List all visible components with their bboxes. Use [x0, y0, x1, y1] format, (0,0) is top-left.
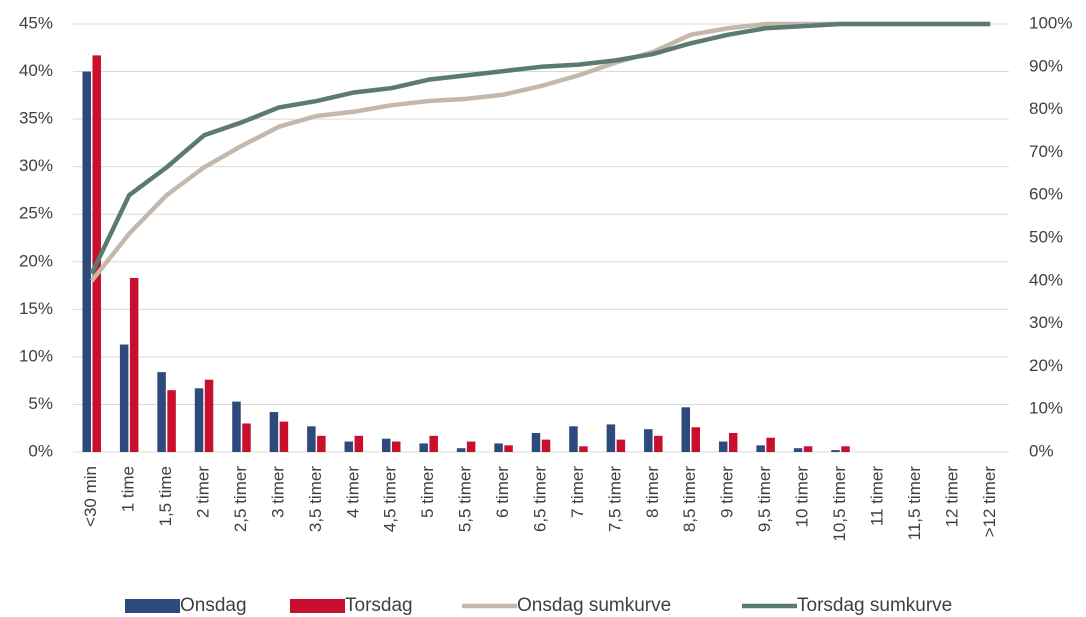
y-tick-label: 10% [19, 346, 53, 365]
bar [381, 438, 391, 452]
bar [317, 435, 326, 452]
x-tick-label: 3 timer [268, 466, 287, 518]
x-tick-label: 3,5 timer [306, 466, 325, 532]
x-tick-label: 4,5 timer [381, 466, 400, 532]
y2-tick-label: 10% [1029, 399, 1063, 418]
bar [803, 446, 813, 452]
y-tick-label: 35% [19, 109, 53, 128]
legend-swatch [125, 599, 180, 613]
y2-tick-label: 100% [1029, 13, 1072, 32]
bar [718, 441, 728, 452]
x-tick-label: 9 timer [718, 466, 737, 518]
bar [82, 71, 91, 453]
bar [129, 277, 139, 452]
bar [728, 432, 738, 452]
x-tick-label: 11,5 timer [905, 466, 924, 541]
y2-tick-label: 40% [1029, 270, 1063, 289]
y-tick-label: 40% [19, 61, 53, 80]
x-tick-label: 10,5 timer [830, 466, 849, 542]
bar [616, 439, 626, 452]
bar [344, 441, 354, 452]
x-tick-label: 12 timer [942, 466, 961, 528]
x-tick-label: <30 min [81, 466, 100, 527]
bar [354, 435, 364, 452]
bar [466, 441, 476, 452]
bar [691, 427, 701, 452]
bar [793, 448, 803, 452]
bar [569, 426, 578, 452]
y2-tick-label: 30% [1029, 313, 1063, 332]
bar [232, 401, 241, 452]
x-tick-label: 1,5 time [156, 466, 175, 526]
x-tick-label: 5 timer [418, 466, 437, 518]
bar [279, 421, 289, 452]
bar [269, 412, 279, 452]
legend-swatch [290, 599, 345, 613]
bar [606, 424, 616, 452]
x-tick-label: 2 timer [194, 466, 213, 518]
bar [531, 432, 541, 452]
x-tick-label: 8,5 timer [680, 466, 699, 532]
y2-tick-label: 20% [1029, 356, 1063, 375]
x-tick-label: 8 timer [643, 466, 662, 518]
x-tick-label: 4 timer [343, 466, 362, 518]
bar [541, 439, 551, 452]
sum-line [89, 21, 991, 275]
y-tick-label: 0% [28, 441, 53, 460]
bar [841, 446, 850, 452]
bar [242, 423, 251, 452]
bar [391, 441, 401, 452]
y-tick-label: 20% [19, 251, 53, 270]
bar [419, 443, 428, 452]
bar [167, 390, 176, 452]
bar [644, 429, 653, 452]
y-tick-label: 30% [19, 156, 53, 175]
bar [119, 344, 129, 452]
x-tick-label: 7,5 timer [605, 466, 624, 532]
x-tick-label: 11 timer [867, 466, 886, 526]
bar [766, 437, 775, 452]
legend-label: Onsdag sumkurve [517, 595, 671, 616]
y2-tick-label: 90% [1029, 56, 1063, 75]
x-tick-label: 6 timer [493, 466, 512, 518]
x-tick-label: 9,5 timer [755, 466, 774, 532]
y-tick-label: 15% [19, 299, 53, 318]
y-tick-label: 45% [19, 13, 53, 32]
x-tick-label: >12 timer [980, 466, 999, 538]
legend-label: Onsdag [180, 595, 247, 616]
y-tick-label: 25% [19, 204, 53, 223]
bar [429, 435, 438, 452]
x-tick-label: 10 timer [793, 466, 812, 528]
bar [204, 379, 214, 452]
bar [579, 446, 588, 452]
bar [831, 450, 840, 452]
bar [681, 407, 691, 452]
bar [194, 388, 204, 452]
bar [92, 55, 101, 453]
bar [494, 443, 503, 452]
x-tick-label: 1 time [119, 466, 138, 512]
sum-line [89, 21, 991, 283]
x-tick-label: 2,5 timer [231, 466, 250, 532]
x-tick-label: 7 timer [568, 466, 587, 518]
bar [456, 448, 466, 452]
y2-tick-label: 50% [1029, 227, 1063, 246]
bar [756, 445, 765, 452]
y2-tick-label: 80% [1029, 99, 1063, 118]
legend-label: Torsdag [345, 595, 413, 616]
y2-tick-label: 0% [1029, 441, 1054, 460]
legend-label: Torsdag sumkurve [797, 595, 952, 616]
bar [504, 445, 513, 452]
bar [157, 372, 166, 452]
y2-tick-label: 60% [1029, 185, 1063, 204]
y2-tick-label: 70% [1029, 142, 1063, 161]
x-tick-label: 5,5 timer [456, 466, 475, 532]
bar [307, 426, 316, 452]
x-tick-label: 6,5 timer [530, 466, 549, 532]
y-tick-label: 5% [28, 394, 53, 413]
bar [654, 435, 663, 452]
